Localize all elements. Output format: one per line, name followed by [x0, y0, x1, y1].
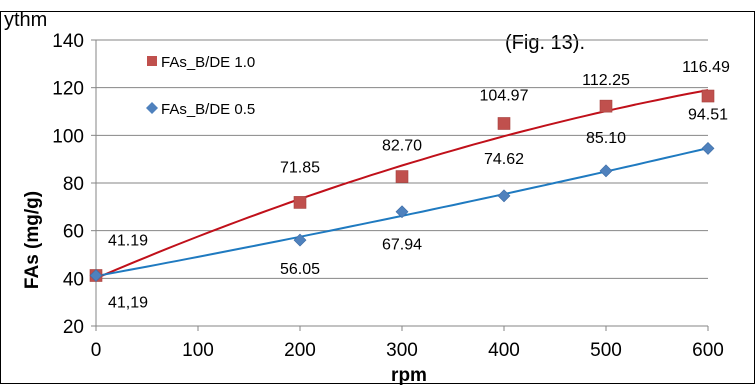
point-series-2-0	[89, 269, 103, 282]
data-label-series-1-5: 116.49	[682, 59, 730, 76]
x-tick-label-0: 0	[91, 340, 102, 361]
data-label-series-1-2: 82.70	[382, 138, 422, 155]
data-label-series-1-3: 104.97	[480, 87, 529, 104]
data-label-series-2-2: 67.94	[382, 237, 422, 254]
data-label-series-1-4: 112.25	[582, 72, 630, 89]
data-labels: 41.19 71.85 82.70 104.97 112.25 116.49 41,19 56…	[108, 59, 730, 311]
point-series-2-1	[293, 233, 307, 247]
caption-left-text: ythm	[4, 9, 48, 31]
point-series-1-3	[497, 117, 511, 130]
x-tick-label-600: 600	[692, 340, 724, 361]
x-tick-label-100: 100	[182, 340, 214, 361]
data-label-series-2-1: 56.05	[280, 261, 320, 278]
point-series-2-2	[395, 205, 409, 219]
data-label-series-1-1: 71.85	[280, 159, 320, 176]
y-tick-label-140: 140	[52, 31, 84, 52]
point-series-1-5	[701, 89, 715, 103]
point-series-1-2	[395, 170, 409, 183]
caption-text: ythm (Fig. 13).	[0, 0, 756, 54]
data-points	[89, 89, 715, 282]
legend-marker-diamond-icon	[146, 102, 158, 114]
y-tick-label-120: 120	[52, 79, 84, 100]
data-label-series-1-0: 41.19	[108, 232, 148, 249]
point-series-1-1	[293, 196, 307, 209]
legend: FAs_B/DE 1.0 FAs_B/DE 0.5	[146, 54, 255, 118]
point-series-1-4	[599, 99, 613, 113]
x-tick-label-300: 300	[386, 340, 418, 361]
data-label-series-2-5: 94.51	[688, 106, 728, 123]
data-label-series-2-0: 41,19	[108, 294, 148, 311]
data-label-series-2-4: 85.10	[586, 130, 626, 147]
point-series-2-5	[701, 141, 715, 155]
y-tick-label-100: 100	[52, 126, 84, 147]
y-tick-label-40: 40	[63, 269, 84, 290]
point-series-2-4	[599, 164, 613, 178]
x-tick-label-400: 400	[488, 340, 520, 361]
x-tick-label-200: 200	[284, 340, 316, 361]
y-tick-label-20: 20	[63, 317, 84, 338]
x-tick-labels: 0 100 200 300 400 500 600	[91, 340, 724, 361]
data-label-series-2-3: 74.62	[484, 151, 524, 168]
legend-label-series-1: FAs_B/DE 1.0	[161, 54, 255, 71]
y-tick-label-80: 80	[63, 174, 84, 195]
x-axis-title: rpm	[391, 365, 427, 385]
gridlines	[96, 39, 708, 279]
caption-right-text: (Fig. 13).	[505, 32, 586, 54]
y-axis-title: FAs (mg/g)	[22, 191, 43, 289]
point-series-2-3	[497, 189, 511, 203]
y-tick-label-60: 60	[63, 222, 84, 243]
y-tick-labels: 20 40 60 80 100 120 140	[52, 31, 84, 338]
legend-label-series-2: FAs_B/DE 0.5	[161, 101, 255, 118]
x-tick-label-500: 500	[590, 340, 622, 361]
legend-marker-square-icon	[147, 56, 157, 66]
chart-frame	[0, 11, 755, 384]
